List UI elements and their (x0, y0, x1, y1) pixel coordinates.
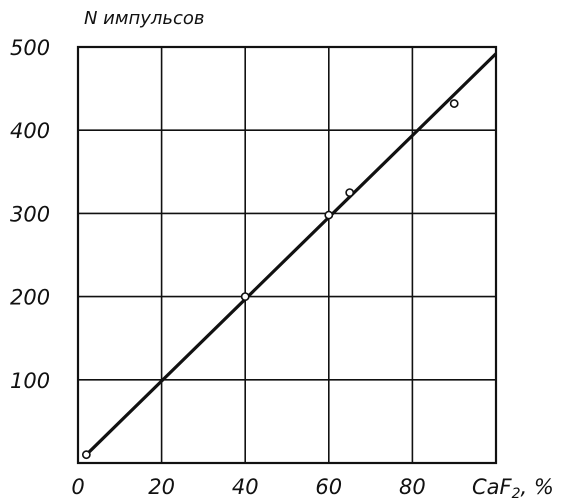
plot-frame (76, 45, 498, 465)
x-tick-label: 0 (71, 475, 84, 499)
y-tick-label: 500 (10, 36, 50, 60)
data-point (324, 210, 334, 220)
x-axis-label-main: CaF (472, 475, 513, 499)
x-axis-label: CaF2, % (472, 475, 554, 501)
data-point (449, 99, 459, 108)
x-tick-label: 20 (148, 475, 175, 499)
x-axis-label-subscript: 2 (512, 486, 521, 501)
y-tick-label: 400 (10, 119, 50, 143)
tick-labels: 0 20 40 60 80 500 400 300 200 100 (10, 36, 426, 499)
y-tick-label: 300 (10, 202, 50, 226)
data-point (81, 450, 91, 460)
data-point (240, 292, 250, 301)
x-axis-label-unit: , % (521, 475, 554, 499)
y-axis-label: N импульсов (84, 8, 205, 29)
x-tick-label: 80 (399, 475, 426, 499)
x-tick-label: 40 (232, 475, 259, 499)
fit-line (85, 52, 498, 456)
y-tick-label: 200 (10, 286, 50, 310)
data-point (345, 188, 355, 197)
data-points (81, 99, 459, 460)
grid (78, 47, 496, 463)
x-tick-label: 60 (315, 475, 342, 499)
y-tick-label: 100 (10, 369, 50, 393)
